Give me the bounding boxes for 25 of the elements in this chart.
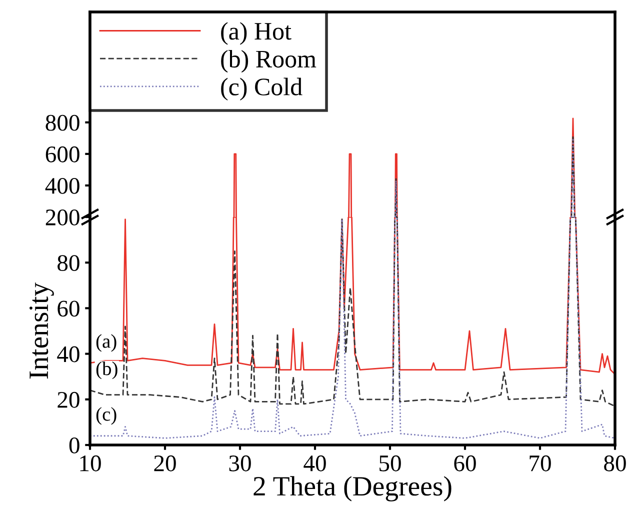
y-tick-label: 40	[57, 346, 80, 362]
x-axis-title: 2 Theta (Degrees)	[254, 476, 452, 502]
x-tick-label: 10	[80, 455, 101, 472]
y-axis-title: Intensity	[30, 282, 54, 379]
x-tick-label: 60	[454, 455, 476, 472]
x-tick-label: 40	[304, 455, 326, 472]
x-tick-label: 70	[530, 455, 551, 472]
x-tick-label: 80	[604, 455, 626, 472]
y-tick-label: 0	[69, 437, 80, 454]
y-tick-label: 800	[46, 114, 80, 131]
y-tick-label: 60	[58, 300, 80, 317]
y-tick-label: 200	[46, 209, 80, 226]
x-tick-label: 20	[154, 455, 176, 472]
y-tick-label: 20	[58, 392, 80, 408]
legend-label: (c) Cold	[221, 78, 302, 100]
legend-label: (b) Room	[221, 50, 316, 73]
y-tick-label: 400	[45, 178, 80, 194]
y-tick-label: 80	[58, 255, 80, 272]
annotation: (c)	[96, 407, 116, 425]
legend-label: (a) Hot	[221, 22, 292, 45]
annotation: (a)	[96, 334, 116, 352]
x-tick-label: 50	[380, 455, 401, 472]
x-tick-label: 30	[229, 455, 251, 472]
y-tick-label: 600	[46, 146, 80, 162]
annotation: (b)	[96, 362, 118, 380]
